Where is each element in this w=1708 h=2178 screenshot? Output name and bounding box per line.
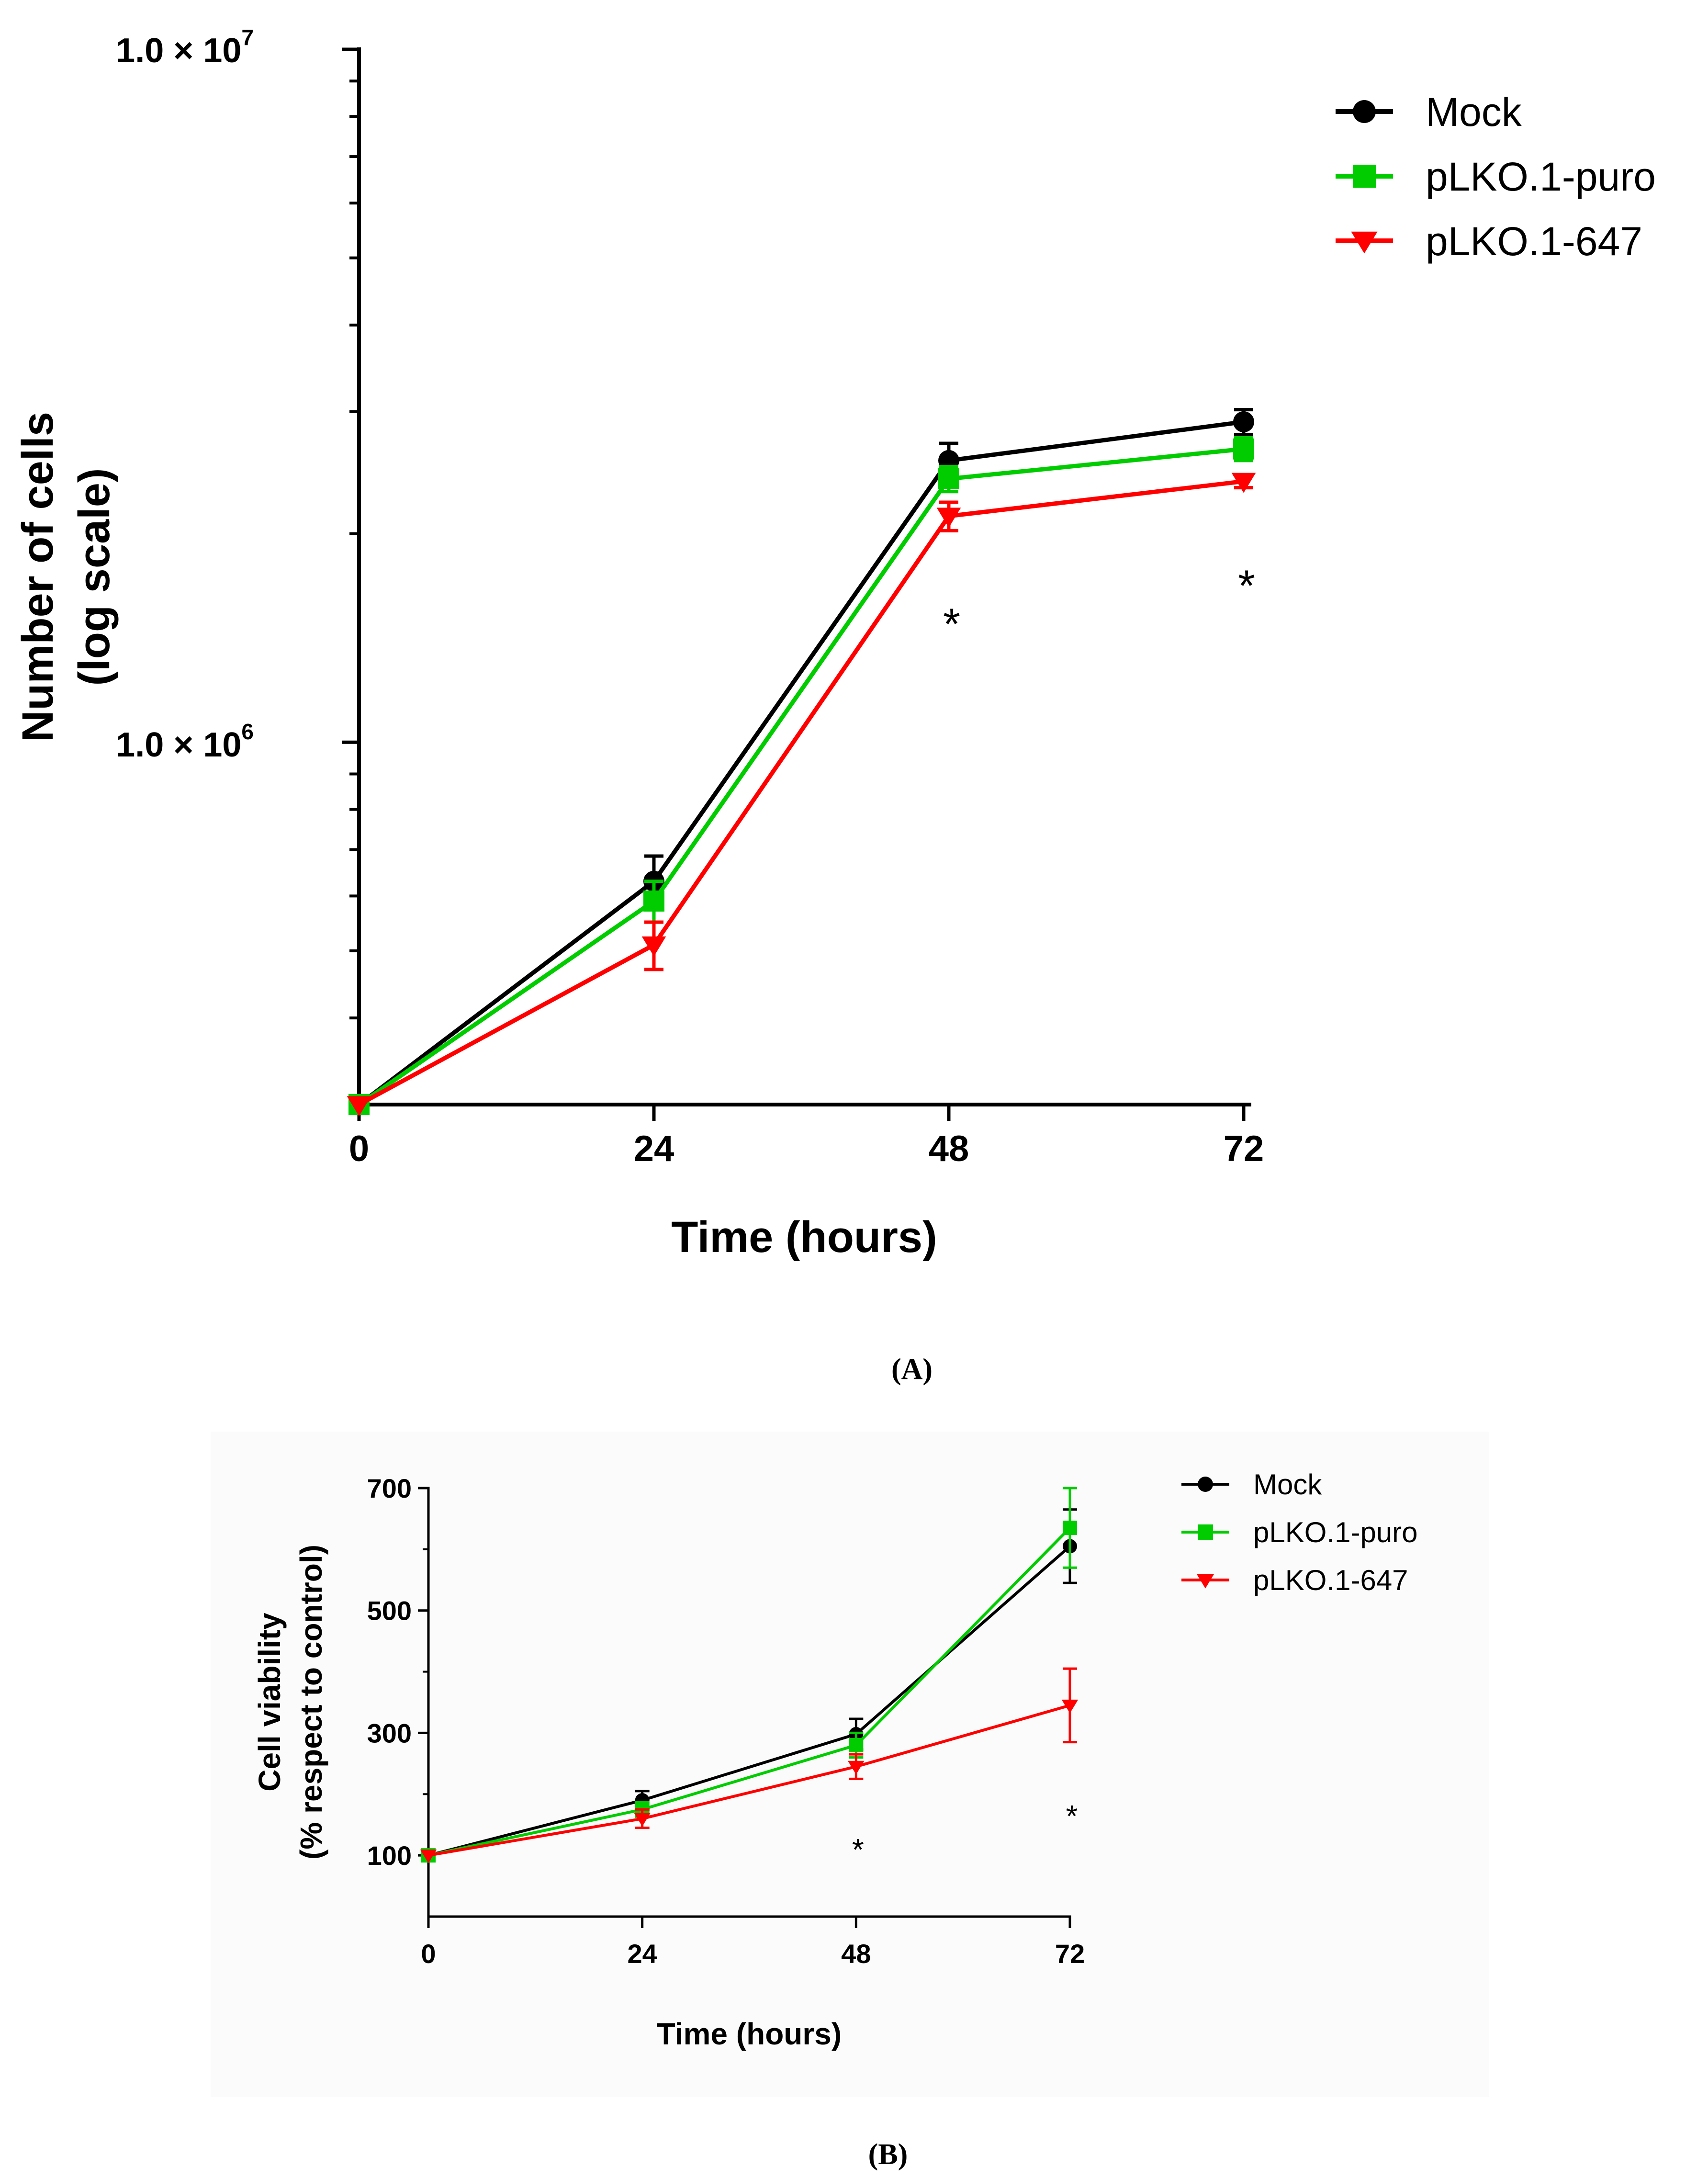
- panel-a-point-plko-1-647: [347, 1096, 371, 1117]
- panel-a-x-axis-label: Time (hours): [671, 1213, 937, 1262]
- panel-a-axes: [357, 47, 1251, 1106]
- panel-b-caption: (B): [868, 2138, 908, 2171]
- panel-b-legend-marker: [1198, 1477, 1213, 1492]
- panel-a-y-tick-label-1e6: 1.0 × 106: [116, 719, 254, 764]
- panel-a-tick-1e6-mantissa: 1.0: [116, 726, 164, 764]
- panel-b-legend-item-mock: Mock: [1181, 1468, 1322, 1501]
- panel-a-legend-marker: [1353, 165, 1376, 188]
- panel-a-y-axis-label-line1: Number of cells: [13, 412, 62, 742]
- panel-a-legend-item-mock: Mock: [1336, 90, 1522, 135]
- panel-a-line-mock: [358, 419, 1244, 1106]
- panel-b-legend-marker: [1196, 1574, 1214, 1589]
- panel-a-y-tick-label-1e7: 1.0 × 107: [116, 25, 254, 70]
- panel-a-tick-1e7-exponent: 7: [241, 25, 254, 50]
- panel-a-legend-label: pLKO.1-puro: [1426, 154, 1656, 199]
- panel-a-tick-1e7-times: × 10: [164, 32, 241, 70]
- panel-b-axes: [427, 1487, 1071, 1918]
- panel-b-x-tick-label: 0: [421, 1939, 436, 1969]
- panel-b-significance-mark: *: [1066, 1799, 1078, 1833]
- panel-a-legend-label: pLKO.1-647: [1426, 219, 1642, 264]
- panel-b-legend-item-plko-1-puro: pLKO.1-puro: [1181, 1516, 1418, 1548]
- panel-a-x-tick-label: 24: [634, 1128, 674, 1169]
- panel-a-legend-marker: [1353, 100, 1376, 123]
- panel-a-y-axis-label-line2: (log scale): [70, 468, 119, 686]
- panel-a-legend-marker: [1351, 231, 1378, 254]
- panel-a-significance-mark: *: [1238, 562, 1255, 610]
- panel-b-point-plko-1-647: [848, 1760, 865, 1775]
- panel-a-chart: 1.0 × 106 1.0 × 107 0 24 48 72 ** Time (hou…: [13, 25, 1656, 1386]
- panel-a-point-plko-1-647: [936, 508, 961, 528]
- panel-b-legend-label: pLKO.1-647: [1253, 1564, 1408, 1596]
- panel-b-y-ticks: 100 300 500 700: [367, 1473, 428, 1871]
- panel-a-series-plko-1-puro: [348, 436, 1254, 1115]
- panel-a-point-plko-1-puro: [1233, 438, 1254, 460]
- panel-a-point-plko-1-647: [641, 936, 666, 957]
- panel-b-annotations: **: [852, 1799, 1078, 1867]
- panel-b-point-plko-1-647: [634, 1813, 651, 1827]
- panel-a-line-plko-1-puro: [358, 447, 1244, 1106]
- panel-b-line-plko-1-puro: [428, 1527, 1071, 1857]
- panel-a-series: [347, 408, 1256, 1117]
- panel-a-x-ticks: 0 24 48 72: [349, 1105, 1264, 1169]
- panel-a-y-tick-labels: 1.0 × 106 1.0 × 107: [116, 25, 254, 764]
- panel-a-tick-1e7-mantissa: 1.0: [116, 32, 164, 70]
- panel-b-series: [420, 1487, 1079, 1863]
- panel-b-legend-label: Mock: [1253, 1468, 1322, 1501]
- panel-b-point-plko-1-647: [1061, 1699, 1079, 1714]
- panel-b-y-tick-label: 700: [367, 1473, 412, 1503]
- panel-b-background: [211, 1432, 1489, 2097]
- panel-a-annotations: **: [943, 562, 1255, 649]
- panel-a-point-plko-1-puro: [938, 468, 959, 489]
- panel-a-point-plko-1-puro: [643, 890, 664, 912]
- panel-b-legend-marker: [1198, 1524, 1213, 1540]
- panel-a-line-plko-1-647: [358, 479, 1244, 1106]
- panel-b-line-plko-1-647: [428, 1704, 1070, 1857]
- panel-a-legend-label: Mock: [1426, 90, 1522, 135]
- panel-b-legend: Mock pLKO.1-puro pLKO.1-647: [1181, 1468, 1418, 1596]
- panel-a-x-tick-label: 0: [349, 1128, 369, 1169]
- panel-a-series-mock: [348, 408, 1254, 1115]
- panel-a-point-plko-1-647: [1231, 473, 1256, 493]
- panel-b-legend-label: pLKO.1-puro: [1253, 1516, 1418, 1548]
- panel-b-point-plko-1-puro: [1063, 1521, 1077, 1535]
- panel-b-y-tick-label: 500: [367, 1596, 412, 1626]
- panel-a-caption: (A): [891, 1353, 933, 1386]
- panel-b-x-tick-label: 48: [841, 1939, 871, 1969]
- panel-b-legend-item-plko-1-647: pLKO.1-647: [1181, 1564, 1408, 1596]
- panel-a-legend: Mock pLKO.1-puro pLKO.1-647: [1336, 90, 1656, 264]
- panel-a-tick-1e6-times: × 10: [164, 726, 241, 764]
- panel-a-legend-item-plko-1-puro: pLKO.1-puro: [1336, 154, 1656, 199]
- panel-b-x-tick-label: 72: [1055, 1939, 1085, 1969]
- panel-b-y-tick-label: 100: [367, 1840, 412, 1871]
- panel-b-y-axis-label: Cell viability (% respect to control): [252, 1545, 328, 1860]
- panel-b-point-plko-1-puro: [849, 1738, 864, 1752]
- panel-a-legend-item-plko-1-647: pLKO.1-647: [1336, 219, 1642, 264]
- panel-b-y-axis-label-line1: Cell viability: [252, 1613, 287, 1792]
- panel-b-line-mock: [428, 1545, 1071, 1857]
- panel-b-x-tick-label: 24: [628, 1939, 657, 1969]
- panel-a-point-mock: [1233, 411, 1254, 433]
- panel-a-x-tick-label: 48: [929, 1128, 969, 1169]
- panel-a-significance-mark: *: [943, 600, 960, 649]
- panel-b-significance-mark: *: [852, 1832, 864, 1867]
- panel-a-x-tick-label: 72: [1224, 1128, 1264, 1169]
- panel-a-tick-1e6-exponent: 6: [241, 719, 254, 744]
- panel-b-series-plko-1-647: [420, 1667, 1079, 1863]
- panel-b-x-axis-label: Time (hours): [657, 2017, 842, 2051]
- panel-b-x-ticks: 0 24 48 72: [421, 1917, 1085, 1969]
- panel-b-y-tick-label: 300: [367, 1718, 412, 1748]
- panel-b-y-axis-label-line2: (% respect to control): [294, 1545, 328, 1860]
- panel-a-y-axis-label: Number of cells (log scale): [13, 412, 119, 742]
- panel-a-series-plko-1-647: [347, 473, 1256, 1117]
- panel-b-point-plko-1-647: [420, 1850, 437, 1863]
